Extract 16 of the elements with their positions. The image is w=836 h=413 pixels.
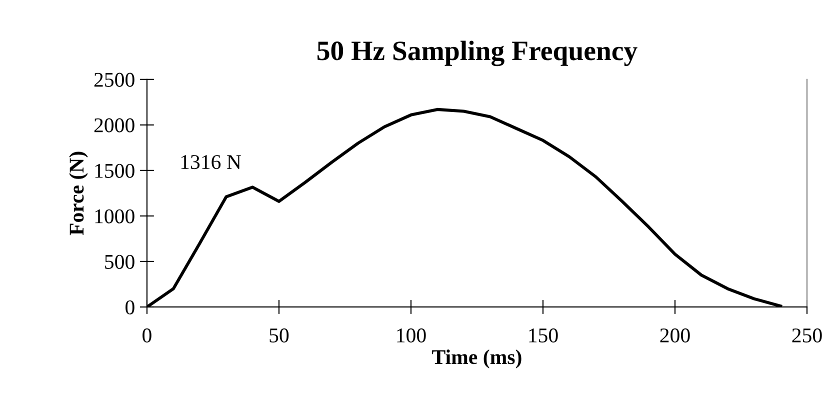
annotation: 1316 N [181, 155, 241, 170]
y-axis-title: Force (N) [69, 152, 88, 236]
chart-title: 50 Hz Sampling Frequency [317, 40, 638, 66]
x-tick-label: 100 [397, 328, 426, 342]
x-axis-title: Time (ms) [432, 349, 522, 368]
x-tick-label: 250 [792, 328, 822, 342]
y-tick-label: 500 [105, 254, 134, 269]
y-tick-label: 0 [126, 300, 134, 314]
y-tick-label: 2500 [94, 72, 134, 87]
x-tick-label: 0 [142, 328, 152, 342]
x-tick-label: 200 [660, 328, 690, 342]
y-tick-label: 1500 [95, 164, 134, 178]
x-tick-label: 50 [270, 328, 289, 342]
x-tick-label: 150 [529, 328, 558, 342]
y-tick-label: 2000 [94, 118, 134, 132]
y-tick-label: 1000 [95, 209, 134, 224]
